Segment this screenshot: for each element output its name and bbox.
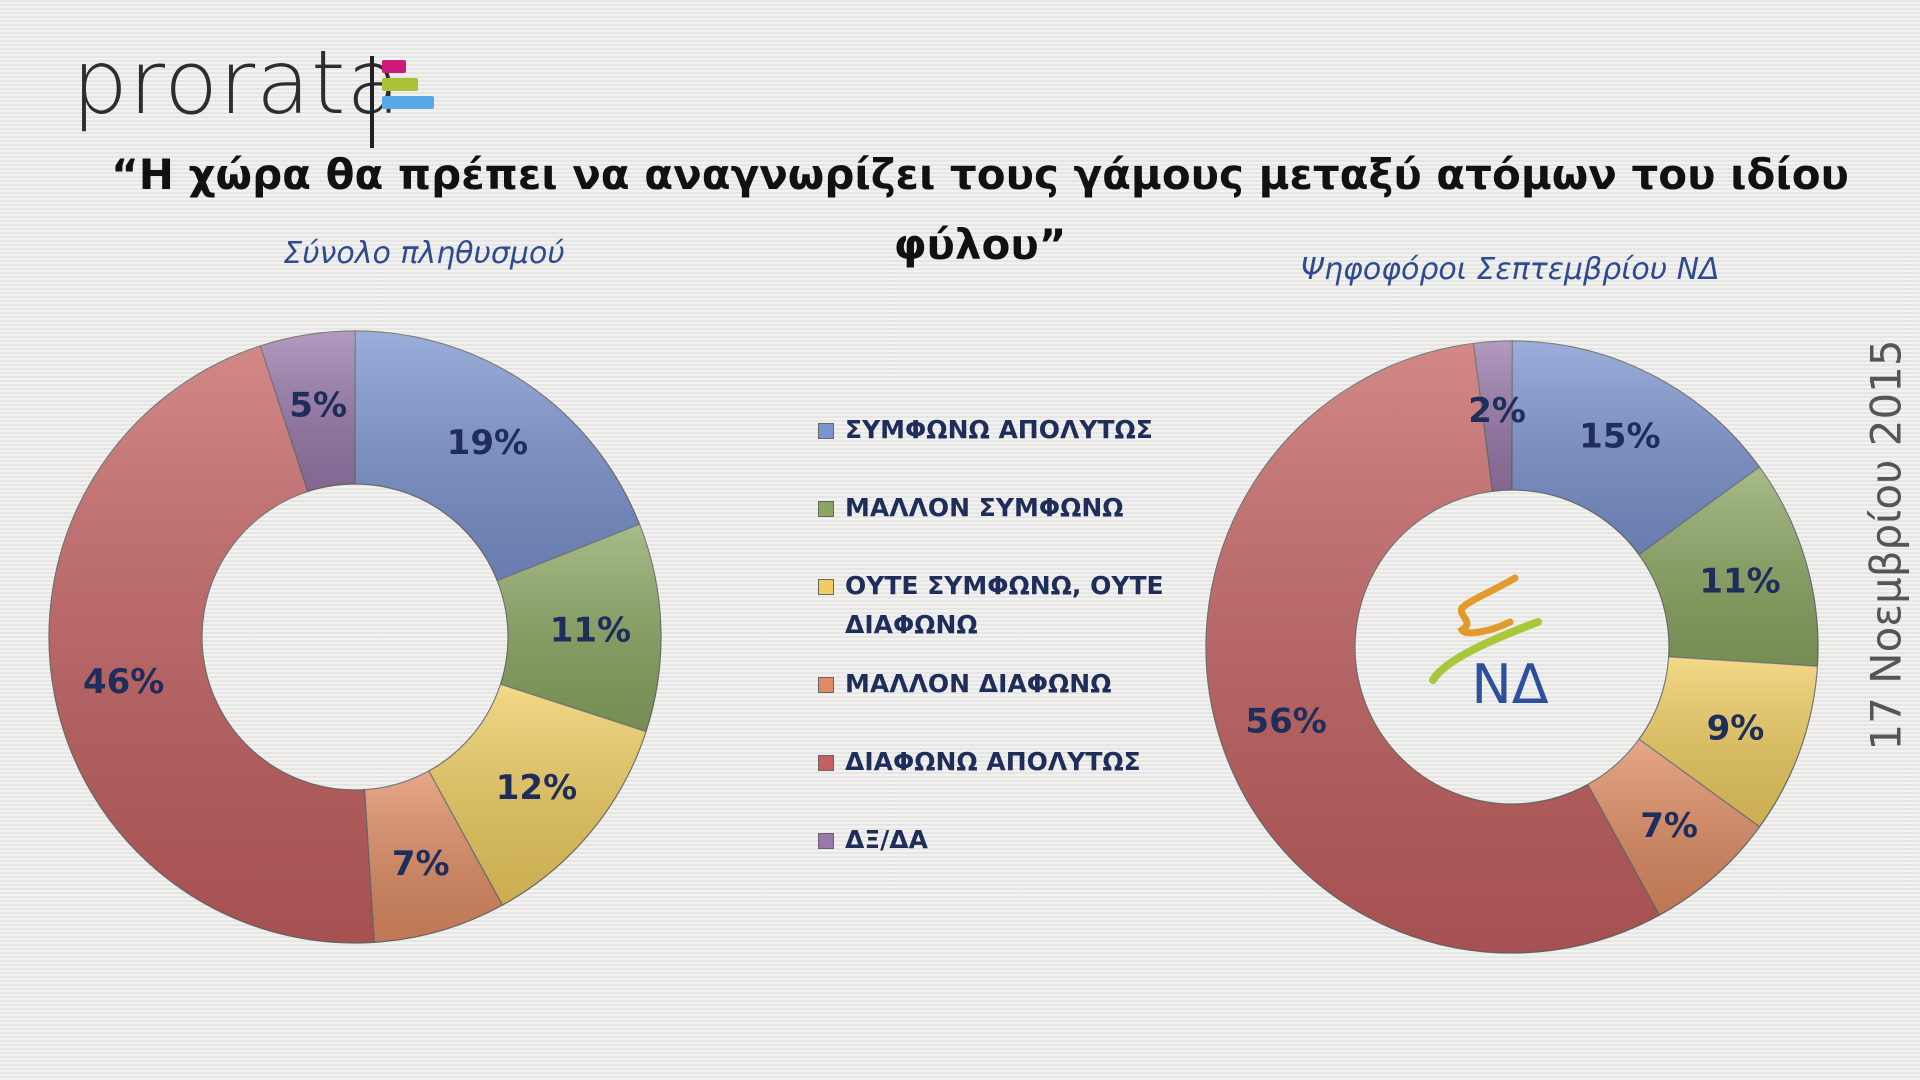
legend-label: ΔΙΑΦΩΝΩ ΑΠΟΛΥΤΩΣ [845, 747, 1141, 776]
slice-label: 7% [392, 844, 450, 884]
slice-shading [48, 345, 375, 944]
date-label: 17 Νοεμβρίου 2015 [1861, 339, 1911, 751]
nd-logo-text: ΝΔ [1471, 653, 1548, 716]
slice-shading [1587, 739, 1760, 916]
slice-label: 7% [1640, 806, 1698, 846]
slice-label: 56% [1245, 701, 1326, 741]
slice-shading [1205, 343, 1660, 954]
slice-shading [497, 524, 661, 732]
slice-shading [1639, 656, 1818, 827]
slice-shading [364, 771, 503, 943]
legend-swatch [818, 579, 834, 595]
legend-label: ΜΑΛΛΟΝ ΔΙΑΦΩΝΩ [845, 669, 1112, 698]
logo-bar-green [382, 78, 418, 91]
slice-label: 2% [1468, 391, 1526, 431]
logo-bar-blue [382, 96, 434, 109]
logo-text: prorata [72, 31, 402, 134]
slice-label: 19% [447, 423, 528, 463]
legend-swatch [818, 677, 834, 693]
right-chart-subtitle: Ψηφοφόροι Σεπτεμβρίου ΝΔ [1300, 252, 1720, 287]
slice-label: 46% [83, 662, 164, 702]
slice-shading [260, 331, 355, 492]
nd-party-logo [1429, 574, 1542, 684]
slice-shading [1512, 341, 1760, 555]
slice-label: 5% [289, 385, 347, 425]
logo-bar-magenta [382, 60, 406, 73]
prorata-logo: prorata [72, 28, 452, 148]
left-chart-subtitle: Σύνολο πληθυσμού [283, 236, 565, 271]
legend-label: ΣΥΜΦΩΝΩ ΑΠΟΛΥΤΩΣ [845, 415, 1153, 444]
legend-label: ΔΞ/ΔΑ [845, 825, 928, 854]
chart-title: “Η χώρα θα πρέπει να αναγνωρίζει τους γά… [111, 150, 1849, 269]
slice-shading [1639, 467, 1818, 667]
slice-label: 9% [1707, 708, 1765, 748]
legend-label: ΟΥΤΕ ΣΥΜΦΩΝΩ, ΟΥΤΕ ΔΙΑΦΩΝΩ [845, 571, 1164, 639]
slice-label: 11% [550, 611, 631, 651]
legend-swatch [818, 423, 834, 439]
slice-label: 12% [496, 768, 577, 808]
legend-label: ΜΑΛΛΟΝ ΣΥΜΦΩΝΩ [845, 493, 1124, 522]
logo-separator [370, 56, 374, 148]
slice-shading [1473, 341, 1512, 492]
slice-label: 15% [1579, 416, 1660, 456]
legend-swatch [818, 501, 834, 517]
legend-swatch [818, 833, 834, 849]
slice-label: 11% [1699, 562, 1780, 602]
legend-swatch [818, 755, 834, 771]
slice-shading [355, 331, 640, 581]
slice-shading [428, 684, 647, 906]
